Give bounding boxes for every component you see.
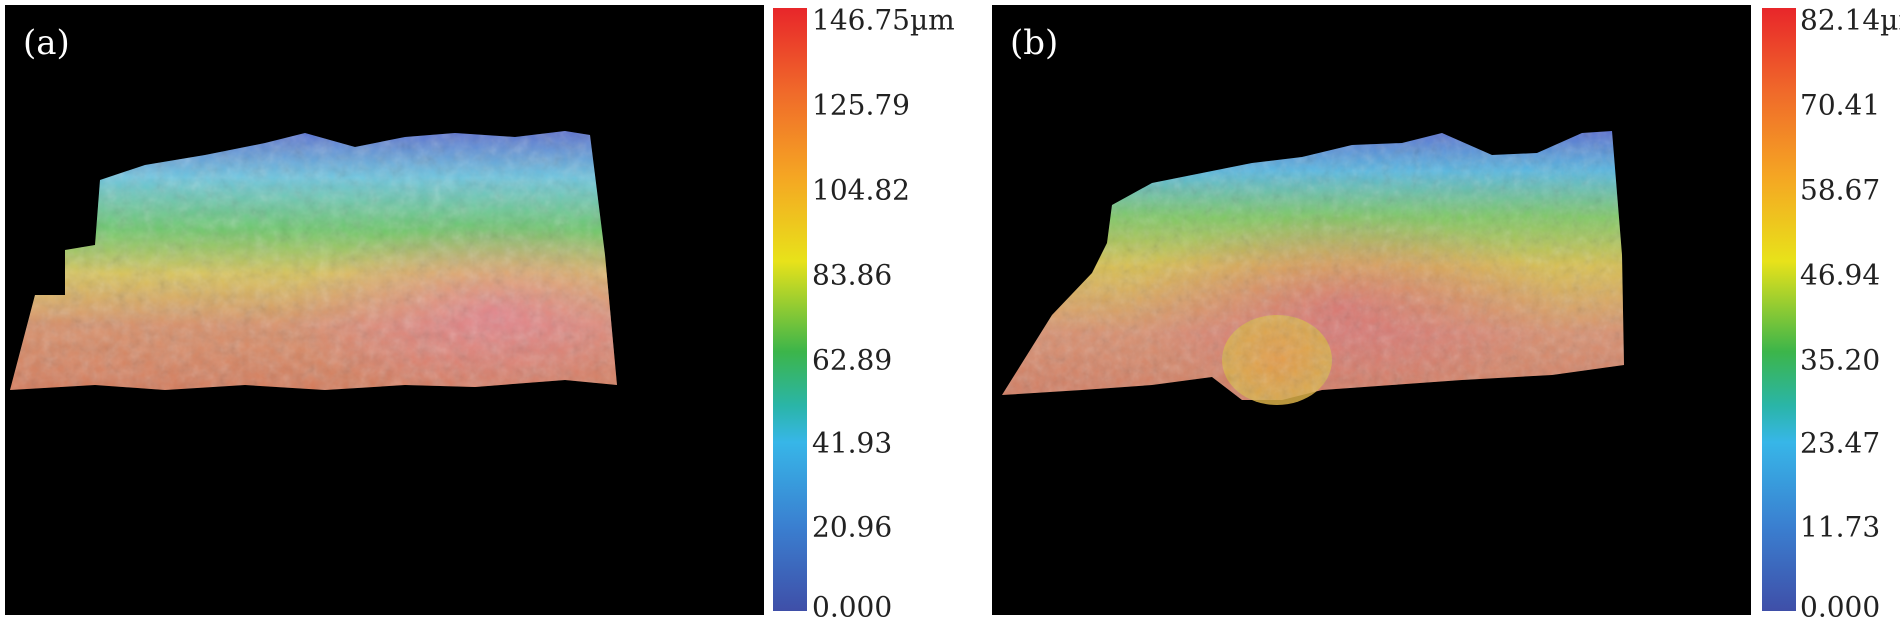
surface-render-b (1002, 131, 1624, 405)
colorbar-a (773, 8, 807, 611)
panel-label-a: (a) (23, 23, 70, 63)
colorbar-a-tick: 0.000 (812, 590, 893, 624)
colorbar-b-tick: 11.73 (1800, 510, 1881, 544)
surface-panel-a: (a) (5, 5, 764, 615)
colorbar-a-tick: 83.86 (812, 258, 893, 292)
colorbar-b-tick: 23.47 (1800, 426, 1881, 460)
colorbar-a-tick: 104.82 (812, 173, 910, 207)
surface-render-a (10, 131, 617, 390)
colorbar-a-tick: 62.89 (812, 343, 893, 377)
panel-label-b: (b) (1010, 23, 1059, 63)
colorbar-a-tick: 125.79 (812, 88, 910, 122)
surface-panel-b: (b) (992, 5, 1751, 615)
colorbar-a-tick: 20.96 (812, 510, 893, 544)
colorbar-b-tick: 70.41 (1800, 88, 1881, 122)
colorbar-a-tick: 146.75µm (812, 3, 955, 37)
colorbar-b (1762, 8, 1796, 611)
colorbar-b-tick: 35.20 (1800, 343, 1881, 377)
colorbar-b-tick: 46.94 (1800, 258, 1881, 292)
colorbar-a-tick: 41.93 (812, 426, 893, 460)
colorbar-b-tick: 58.67 (1800, 173, 1881, 207)
colorbar-b-tick: 0.000 (1800, 590, 1881, 624)
colorbar-b-tick: 82.14µm (1800, 3, 1900, 37)
